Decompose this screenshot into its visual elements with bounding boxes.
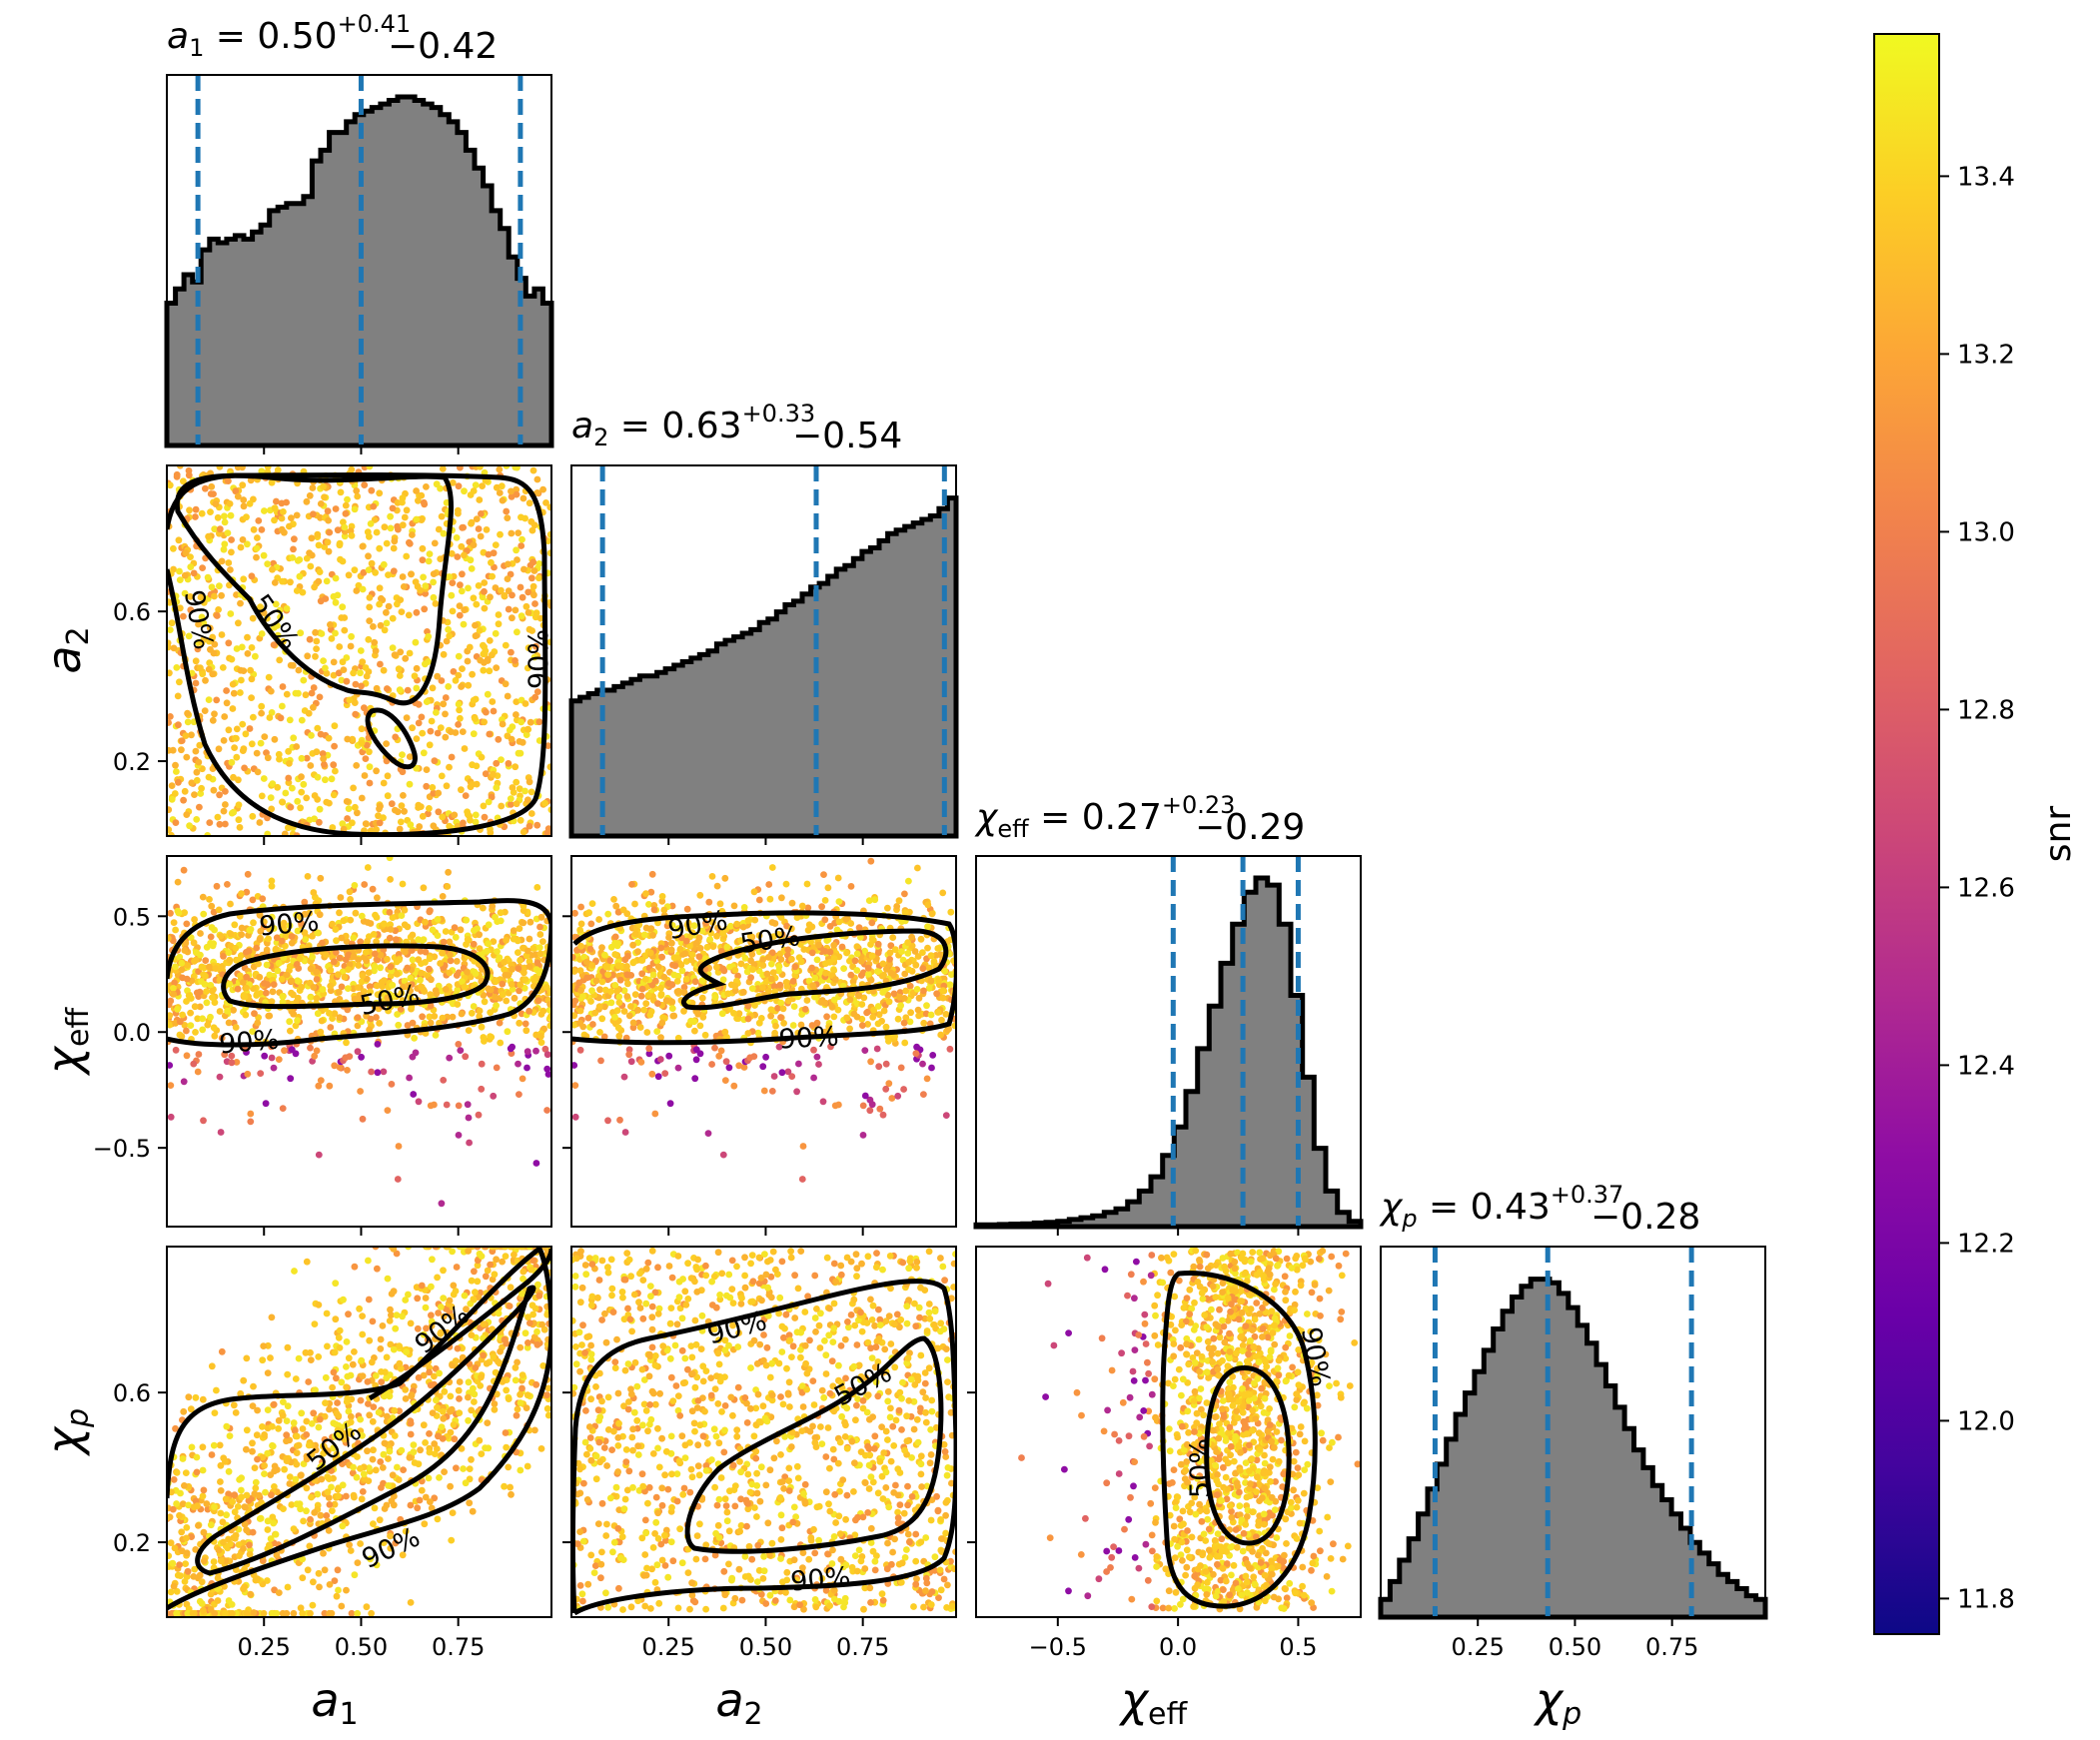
xtick-label-chi_eff: −0.5 (1029, 1633, 1087, 1661)
tick-layer: 0.25 0.50 0.75 0.25 0.50 0.75 −0.5 0.0 0.5 0.25 0.… (93, 445, 1698, 1661)
title-chieff: χeff = 0.27+0.23 (974, 791, 1235, 843)
colorbar-tick-label: 12.2 (1957, 1229, 2015, 1259)
xtick-label-a_2: 0.25 (642, 1633, 695, 1661)
histogram-a_2 (568, 465, 959, 839)
contour-90-chieff-chip (1160, 1270, 1318, 1609)
xtick-label-chi_p: 0.50 (1549, 1633, 1601, 1661)
xtick-label-a_1: 0.75 (432, 1633, 485, 1661)
ytick-label-a_2: 0.6 (113, 598, 151, 626)
ylabel-a2: a2 (37, 626, 96, 673)
title-a1: a1 = 0.50+0.41 (167, 10, 411, 62)
xlabel-chip: χp (1533, 1673, 1581, 1732)
histogram-bars-chi_eff (973, 875, 1364, 1230)
ylabel-chieff: χeff (37, 1006, 96, 1077)
xtick-label-a_1: 0.50 (335, 1633, 388, 1661)
ytick-label-chi_eff: −0.5 (93, 1135, 151, 1163)
colorbar-tick-label: 12.8 (1957, 695, 2015, 725)
axis-labels: a1 a2 χeff χp a2 χeff χp (37, 626, 1581, 1732)
contour-50-chieff-chip (1204, 1365, 1292, 1546)
title-a2: a2 = 0.63+0.33 (571, 400, 815, 451)
histogram-chi_p (1378, 1247, 1768, 1620)
contour-50b-a1-a2 (365, 707, 418, 770)
xtick-label-a_1: 0.25 (238, 1633, 291, 1661)
axes-a1-a2 (166, 464, 552, 837)
colorbar-label: snr (2038, 806, 2079, 863)
colorbar-tick-label: 13.2 (1957, 340, 2015, 370)
histogram-bars-chi_p (1378, 1277, 1768, 1620)
histogram-bars-a_2 (568, 495, 959, 839)
title-a1-minus: −0.42 (388, 26, 498, 67)
xtick-label-a_2: 0.75 (836, 1633, 889, 1661)
contour-90-a1-a2 (167, 472, 548, 836)
contour-90-a1-chip (167, 1247, 551, 1611)
axes-a2-chip (570, 1246, 957, 1618)
title-a2-minus: −0.54 (792, 416, 902, 456)
scatter-a_1-chi_p (167, 1247, 551, 1617)
contour-90-a2-chip (571, 1279, 956, 1616)
histogram-layer (164, 75, 1768, 1620)
xlabel-a2: a2 (715, 1673, 762, 1732)
contour-label-90: 90% (218, 1024, 280, 1060)
histogram-chi_eff (973, 856, 1364, 1230)
contour-label-90: 90% (778, 1021, 840, 1055)
colorbar-tick-label: 12.0 (1957, 1406, 2015, 1436)
axes-a1-chieff (166, 855, 552, 1228)
marginal-titles: a1 = 0.50+0.41 −0.42 a2 = 0.63+0.33 −0.5… (167, 10, 1700, 1238)
contour-label-90: 90% (524, 629, 554, 689)
xtick-label-chi_eff: 0.5 (1279, 1633, 1317, 1661)
ytick-label-chi_p: 0.6 (113, 1379, 151, 1407)
scatter-a_1-a_2 (167, 465, 551, 836)
xtick-label-chi_eff: 0.0 (1159, 1633, 1197, 1661)
axes-a2-chieff (570, 855, 957, 1228)
contour-90b-a1-chip (368, 1248, 551, 1401)
colorbar-tick-label: 12.4 (1957, 1051, 2015, 1081)
contour-label-90: 90% (258, 906, 320, 942)
contour-50-a1-chieff (221, 943, 491, 1010)
colorbar-gradient (1873, 33, 1940, 1635)
contour-label-50: 50% (1185, 1438, 1216, 1498)
ytick-label-chi_eff: 0.5 (113, 903, 151, 931)
ytick-label-chi_eff: 0.0 (113, 1019, 151, 1047)
title-chip: χp = 0.43+0.37 (1379, 1181, 1623, 1233)
colorbar-tick-label: 12.6 (1957, 873, 2015, 903)
colorbar-tick-label: 11.8 (1957, 1584, 2015, 1614)
contour-50-a1-a2 (174, 472, 454, 706)
axes-hist-chieff (975, 855, 1362, 1228)
colorbar-tick-label: 13.4 (1957, 162, 2015, 192)
ytick-label-chi_p: 0.2 (113, 1529, 151, 1557)
xlabel-chieff: χeff (1118, 1673, 1189, 1732)
axes-hist-chip (1380, 1246, 1766, 1618)
title-chip-minus: −0.28 (1590, 1197, 1700, 1238)
colorbar: 11.8 12.0 12.2 12.4 12.6 12.8 13.0 13.2 13.4 snr (1873, 33, 2079, 1635)
contour-lines (167, 472, 1318, 1616)
axes-a1-chip (166, 1246, 552, 1618)
xlabel-a1: a1 (311, 1673, 358, 1732)
xtick-label-chi_p: 0.25 (1452, 1633, 1505, 1661)
scatter-a_1-chi_eff (167, 856, 551, 1227)
axes-chieff-chip (975, 1246, 1362, 1618)
axes-hist-a1 (166, 74, 552, 446)
ytick-label-a_2: 0.2 (113, 748, 151, 776)
title-chieff-minus: −0.29 (1195, 807, 1305, 848)
axes-hist-a2 (570, 464, 957, 837)
contour-label-90: 90% (789, 1561, 851, 1597)
contour-90-a2-chieff (571, 910, 956, 1046)
xtick-label-a_2: 0.50 (739, 1633, 792, 1661)
colorbar-tick-label: 13.0 (1957, 517, 2015, 547)
contour-50-a2-chip (684, 1335, 944, 1554)
scatter-a_2-chi_p (571, 1247, 956, 1617)
ylabel-chip: χp (37, 1408, 96, 1457)
scatter-chi_eff-chi_p (976, 1247, 1361, 1617)
contour-50-a2-chieff (681, 928, 949, 1011)
axes-frames (166, 74, 1766, 1618)
xtick-label-chi_p: 0.75 (1645, 1633, 1698, 1661)
histogram-a_1 (164, 75, 554, 448)
colorbar-ticks: 11.8 12.0 12.2 12.4 12.6 12.8 13.0 13.2 13.4 (1939, 162, 2015, 1614)
contour-50-a1-chip (195, 1285, 536, 1576)
